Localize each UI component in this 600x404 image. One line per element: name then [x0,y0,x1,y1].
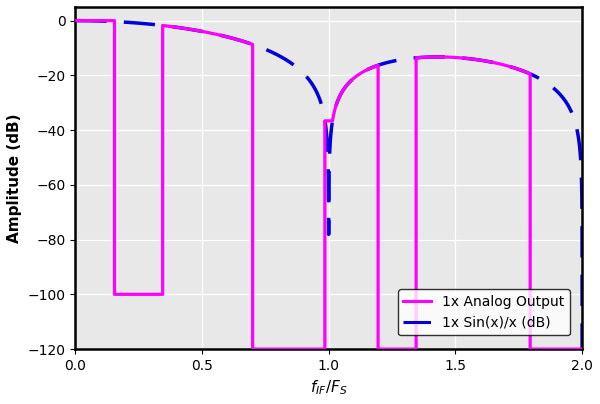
X-axis label: $f_{IF}/F_S$: $f_{IF}/F_S$ [310,379,347,397]
Legend: 1x Analog Output, 1x Sin(x)/x (dB): 1x Analog Output, 1x Sin(x)/x (dB) [398,289,570,335]
Y-axis label: Amplitude (dB): Amplitude (dB) [7,113,22,243]
